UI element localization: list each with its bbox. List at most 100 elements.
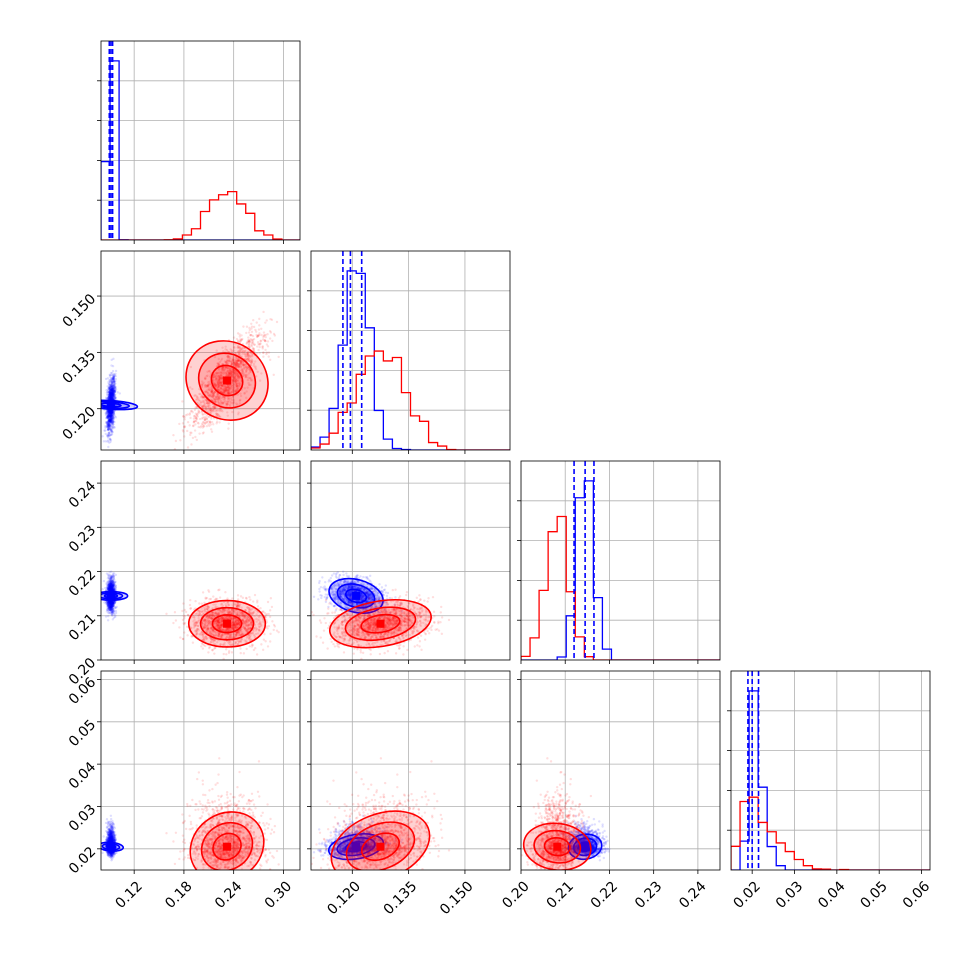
sample-point xyxy=(235,402,238,405)
sample-point xyxy=(205,417,208,421)
sample-point xyxy=(109,394,112,398)
sample-point xyxy=(202,425,205,428)
sample-point xyxy=(206,393,210,397)
sample-point xyxy=(195,413,199,416)
sample-point xyxy=(113,375,116,378)
sample-point xyxy=(216,381,220,384)
sample-point xyxy=(110,391,113,395)
sample-point xyxy=(229,348,232,351)
sample-point xyxy=(109,394,112,397)
sample-point xyxy=(226,354,230,358)
sample-point xyxy=(216,380,220,384)
sample-point xyxy=(213,390,216,394)
sample-point xyxy=(111,581,115,584)
sample-point xyxy=(110,425,114,428)
sample-point xyxy=(110,411,114,414)
sample-point xyxy=(109,409,113,413)
sample-point xyxy=(108,386,111,390)
sample-point xyxy=(108,582,111,585)
sample-point xyxy=(228,391,231,394)
sample-point xyxy=(110,391,113,395)
sample-point xyxy=(109,393,112,397)
sample-point xyxy=(109,584,112,587)
sample-point xyxy=(192,421,196,424)
sample-point xyxy=(111,384,115,388)
sample-point xyxy=(231,370,234,374)
sample-point xyxy=(225,361,228,364)
sample-point xyxy=(211,393,215,396)
sample-point xyxy=(223,388,227,391)
sample-point xyxy=(106,413,109,416)
sample-point xyxy=(113,394,116,397)
sample-point xyxy=(111,381,114,385)
sample-point xyxy=(227,372,230,375)
sample-point xyxy=(228,357,232,360)
sample-point xyxy=(109,411,113,414)
sample-point xyxy=(110,418,113,421)
sample-point xyxy=(221,410,224,413)
sample-point xyxy=(224,366,227,369)
sample-point xyxy=(105,411,109,415)
sample-point xyxy=(107,427,110,430)
sample-point xyxy=(111,606,114,609)
sample-point xyxy=(196,415,199,418)
sample-point xyxy=(246,340,249,343)
sample-point xyxy=(205,420,208,424)
sample-point xyxy=(219,407,222,410)
sample-point xyxy=(109,419,112,423)
sample-point xyxy=(107,410,110,414)
sample-point xyxy=(244,362,247,366)
sample-point xyxy=(238,349,241,352)
sample-point xyxy=(223,360,227,363)
sample-point xyxy=(107,410,110,413)
sample-point xyxy=(224,399,227,403)
sample-point xyxy=(226,355,229,358)
sample-point xyxy=(233,361,236,364)
sample-point xyxy=(203,384,207,387)
sample-point xyxy=(109,397,112,401)
sample-point xyxy=(112,412,116,416)
sample-point xyxy=(214,383,217,386)
sample-point xyxy=(110,396,113,399)
sample-point xyxy=(235,382,239,385)
sample-point xyxy=(108,411,111,414)
sample-point xyxy=(250,379,254,382)
sample-point xyxy=(110,605,113,608)
sample-point xyxy=(110,392,113,395)
sample-point xyxy=(220,409,223,412)
sample-point xyxy=(113,388,116,392)
sample-point xyxy=(183,425,187,428)
sample-point xyxy=(109,417,113,420)
sample-point xyxy=(224,386,227,389)
sample-point xyxy=(107,396,111,399)
sample-point xyxy=(104,615,108,618)
sample-point xyxy=(212,395,215,398)
sample-point xyxy=(240,350,243,353)
sample-point xyxy=(242,364,245,367)
sample-point xyxy=(114,397,117,400)
sample-point xyxy=(183,426,186,429)
sample-point xyxy=(110,602,114,605)
sample-point xyxy=(110,386,113,389)
sample-point xyxy=(197,410,200,413)
sample-point xyxy=(113,382,116,386)
sample-point xyxy=(249,351,252,354)
sample-point xyxy=(233,361,236,364)
sample-point xyxy=(208,401,211,405)
sample-point xyxy=(248,359,251,362)
sample-point xyxy=(107,604,111,607)
sample-point xyxy=(219,371,222,375)
sample-point xyxy=(107,428,110,431)
sample-point xyxy=(231,375,234,379)
sample-point xyxy=(110,397,114,400)
sample-point xyxy=(224,367,227,370)
sample-point xyxy=(232,368,235,371)
sample-point xyxy=(108,409,111,413)
sample-point xyxy=(227,389,231,393)
sample-point xyxy=(232,372,235,376)
sample-point xyxy=(111,395,115,398)
sample-point xyxy=(227,371,231,375)
sample-point xyxy=(108,424,112,427)
sample-point xyxy=(106,435,109,438)
sample-point xyxy=(251,339,254,342)
